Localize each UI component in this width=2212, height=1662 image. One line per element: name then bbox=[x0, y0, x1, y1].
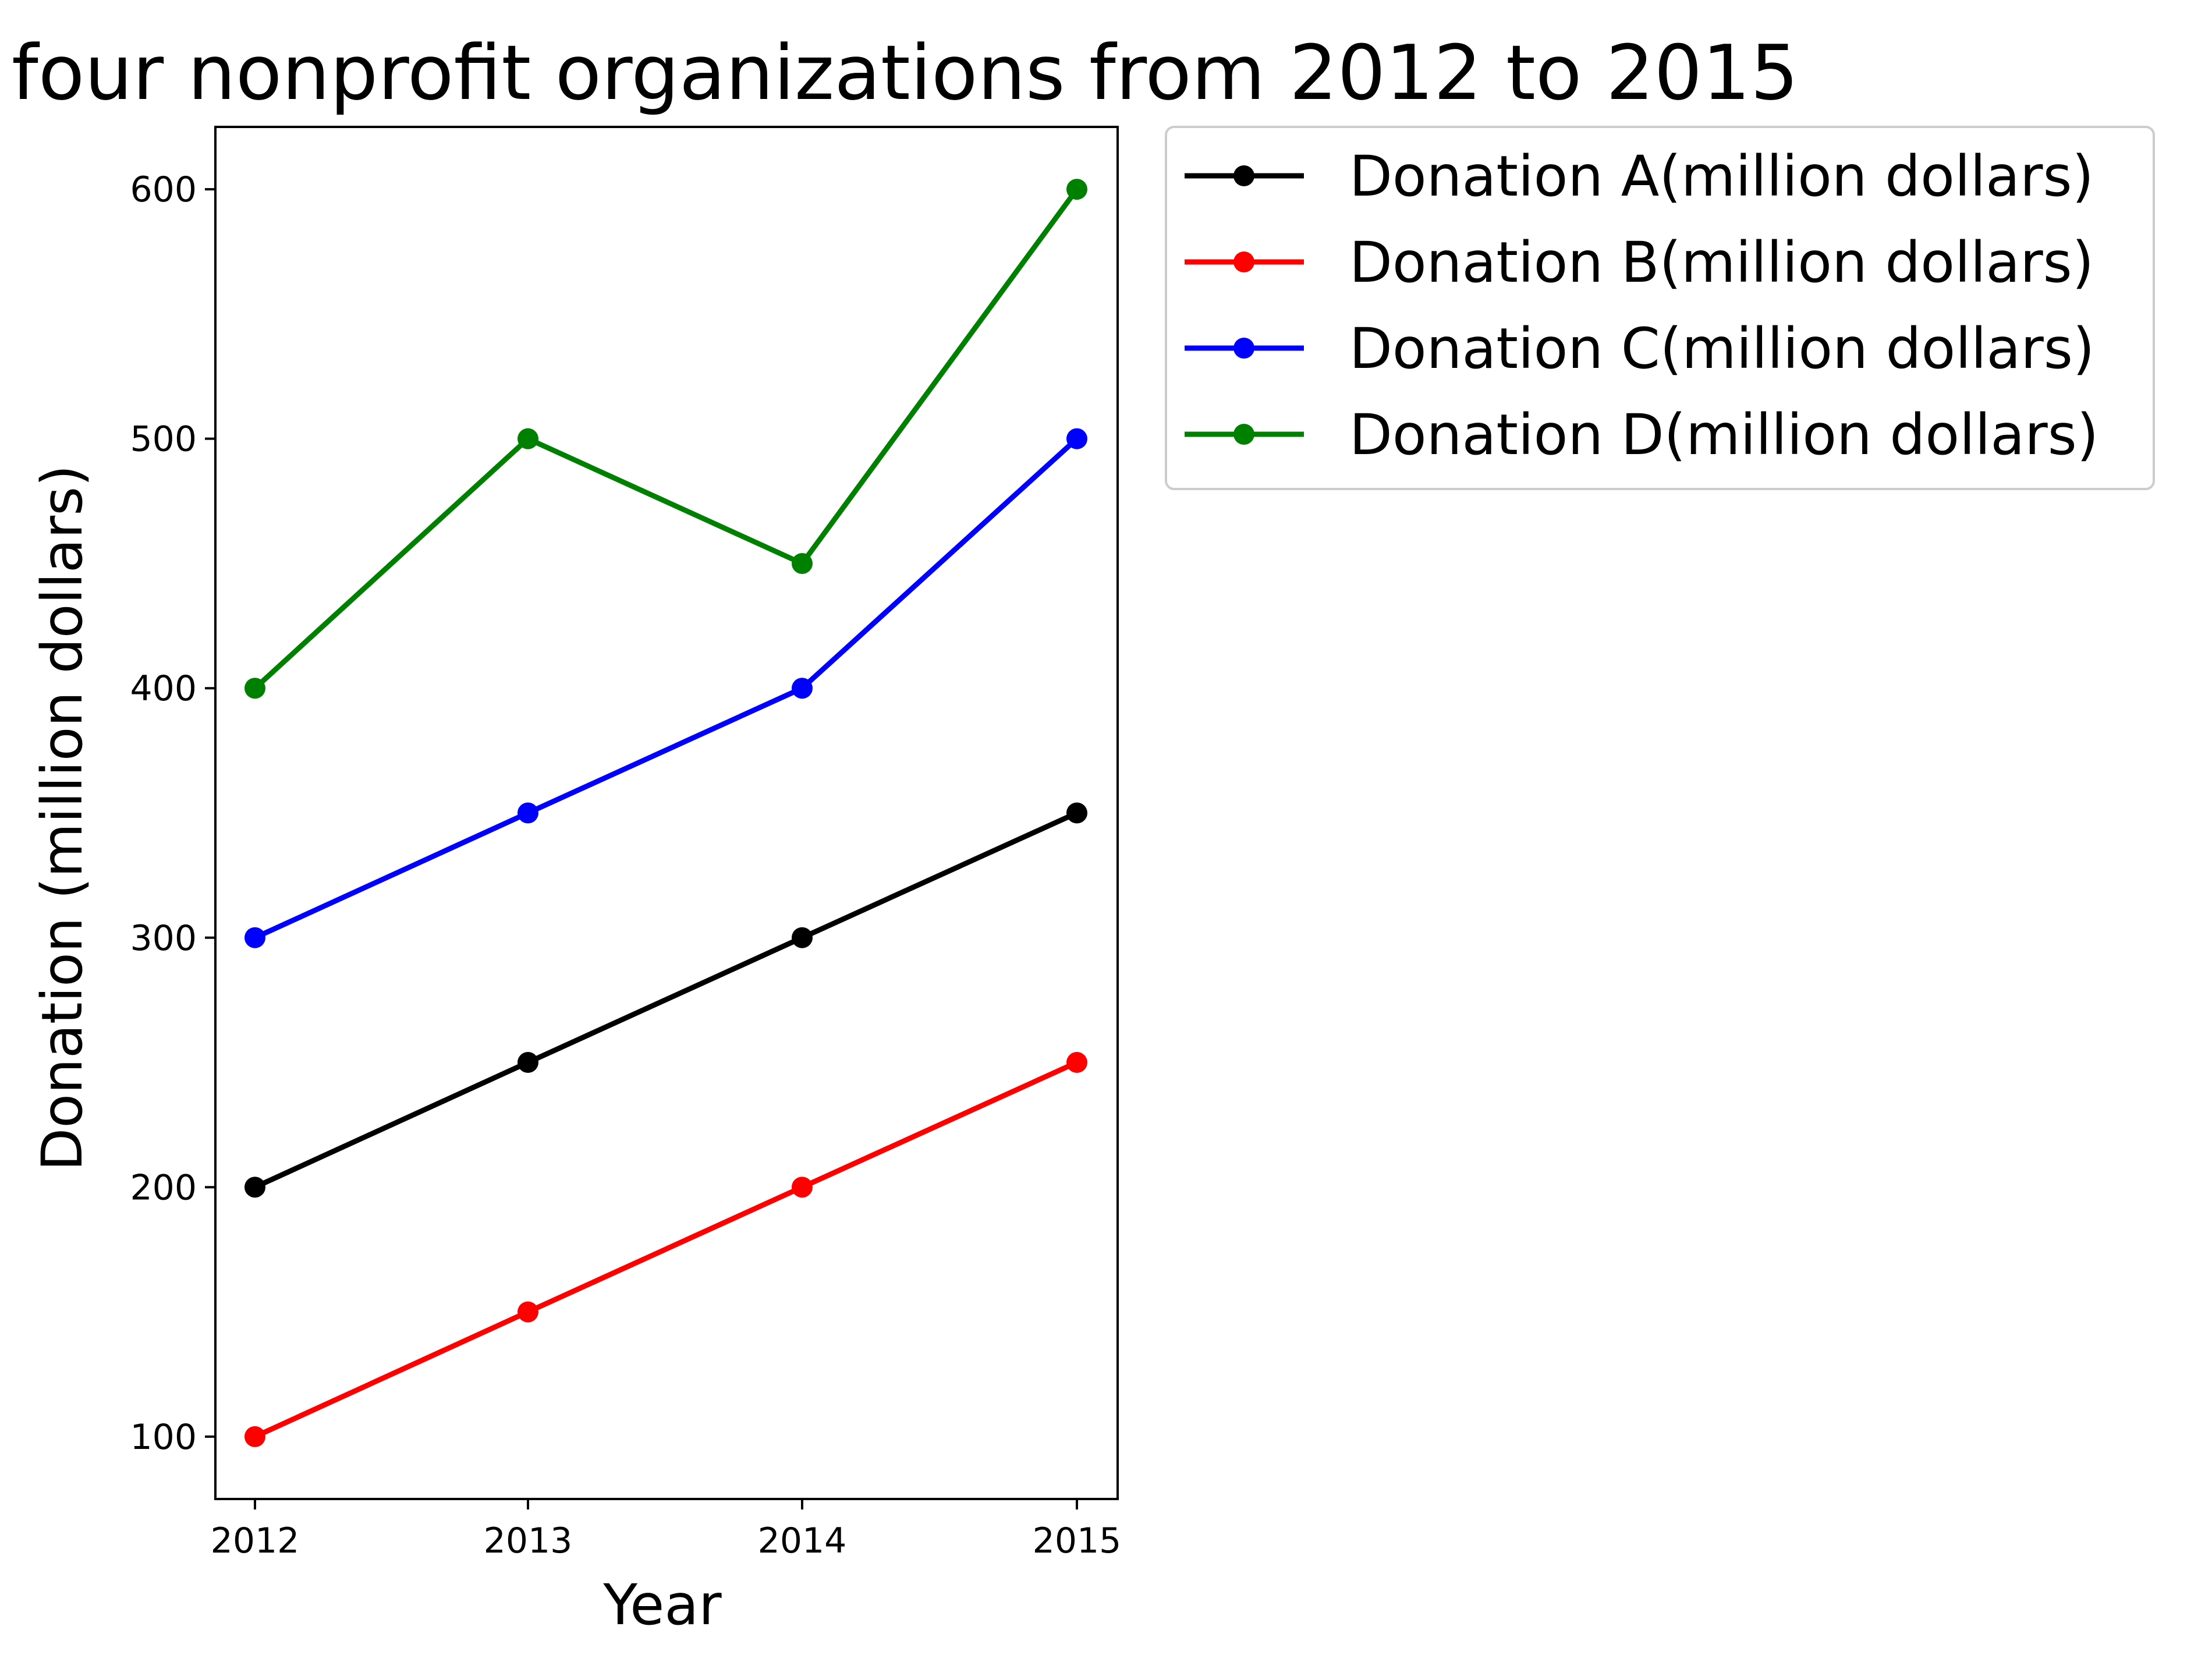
x-axis-label: Year bbox=[602, 1572, 722, 1638]
legend-entry-c-label: Donation C(million dollars) bbox=[1349, 316, 2094, 381]
series-d-point bbox=[517, 428, 538, 449]
series-d-line bbox=[251, 185, 1081, 692]
plot-area: 100 200 300 400 500 600 2012 2013 2014 2015 bbox=[130, 126, 1122, 1561]
plot-frame bbox=[214, 126, 1119, 1500]
series-d-point bbox=[1066, 179, 1087, 200]
series-a-point bbox=[1066, 802, 1087, 824]
series-b-point bbox=[244, 1426, 265, 1447]
x-tick-label: 2013 bbox=[484, 1521, 573, 1561]
series-c-point bbox=[517, 802, 538, 824]
x-tick-label: 2014 bbox=[758, 1521, 847, 1561]
legend-entry-b-marker bbox=[1233, 251, 1254, 272]
x-tick-label: 2012 bbox=[211, 1521, 300, 1561]
series-b-point bbox=[792, 1176, 813, 1198]
y-tick-label: 300 bbox=[130, 918, 197, 959]
legend-entry-b-label: Donation B(million dollars) bbox=[1349, 230, 2094, 295]
legend-entry-a-label: Donation A(million dollars) bbox=[1349, 144, 2094, 209]
y-tick-label: 200 bbox=[130, 1167, 197, 1208]
chart-title: four nonprofit organizations from 2012 t… bbox=[12, 29, 1799, 117]
y-tick-label: 500 bbox=[130, 419, 197, 460]
legend-entry-a-marker bbox=[1233, 165, 1254, 186]
series-c-point bbox=[244, 927, 265, 948]
series-b-point bbox=[517, 1301, 538, 1323]
series-a-point bbox=[244, 1176, 265, 1198]
legend: Donation A(million dollars) Donation B(mi… bbox=[1165, 126, 2155, 490]
series-c-point bbox=[1066, 428, 1087, 449]
y-tick-label: 100 bbox=[130, 1417, 197, 1458]
series-d-point bbox=[244, 678, 265, 699]
series-c-point bbox=[792, 678, 813, 699]
series-a-line bbox=[251, 809, 1080, 1191]
series-b-point bbox=[1066, 1052, 1087, 1073]
y-tick-label: 600 bbox=[130, 169, 197, 210]
y-tick-label: 400 bbox=[130, 668, 197, 709]
series-a-point bbox=[792, 927, 813, 948]
legend-entry-c-marker bbox=[1233, 338, 1254, 359]
series-b-line bbox=[251, 1059, 1080, 1440]
legend-box bbox=[1165, 126, 2155, 490]
series-d-point bbox=[792, 552, 813, 574]
legend-entry-d-marker bbox=[1233, 424, 1254, 445]
x-tick-label: 2015 bbox=[1033, 1521, 1122, 1561]
legend-entry-d-label: Donation D(million dollars) bbox=[1349, 402, 2098, 467]
series-c-line bbox=[251, 435, 1081, 941]
y-axis-label: Donation (million dollars) bbox=[30, 465, 95, 1171]
series-a-point bbox=[517, 1052, 538, 1073]
